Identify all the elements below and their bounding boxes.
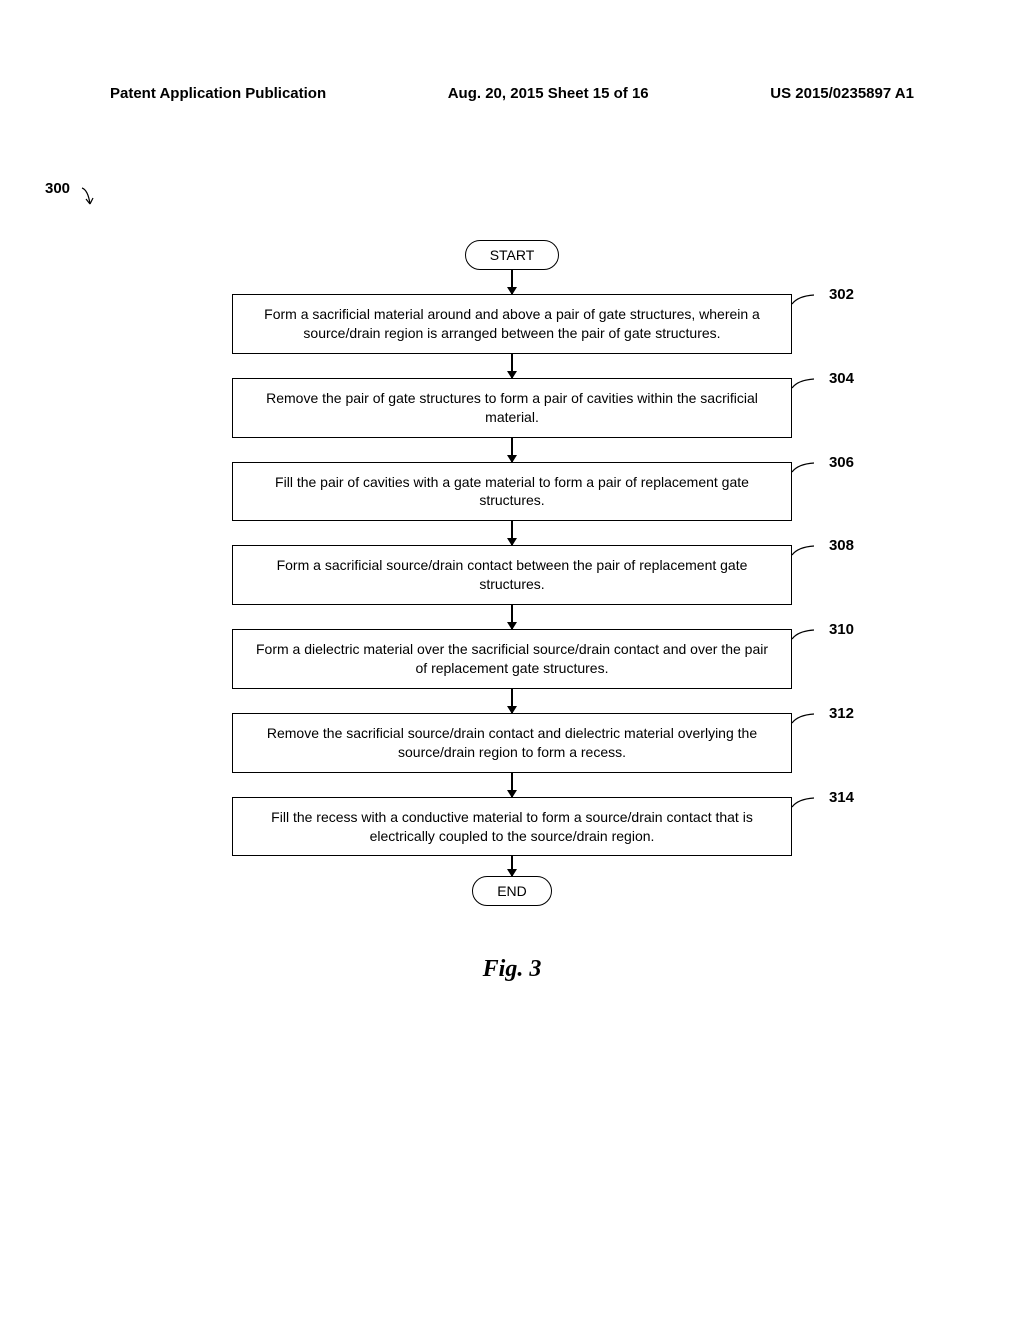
arrow-icon: [511, 773, 513, 797]
step-ref: 314: [829, 789, 854, 806]
arrow-icon: [511, 605, 513, 629]
step-ref: 308: [829, 537, 854, 554]
ref-curve-icon: [790, 627, 820, 642]
step-314-wrapper: Fill the recess with a conductive materi…: [232, 797, 792, 857]
figure-label: Fig. 3: [483, 956, 542, 983]
ref-curve-icon: [790, 795, 820, 810]
flowchart-ref-number: 300: [45, 180, 70, 197]
arrow-icon: [511, 270, 513, 294]
flowchart: 300 START Form a sacrificial material ar…: [0, 180, 1024, 983]
step-302-wrapper: Form a sacrificial material around and a…: [232, 294, 792, 354]
step-box: Remove the pair of gate structures to fo…: [232, 378, 792, 438]
header-left: Patent Application Publication: [110, 85, 326, 102]
page-header: Patent Application Publication Aug. 20, …: [0, 85, 1024, 102]
arrow-icon: [511, 689, 513, 713]
ref-curve-icon: [790, 292, 820, 307]
step-304-wrapper: Remove the pair of gate structures to fo…: [232, 378, 792, 438]
arrow-icon: [511, 521, 513, 545]
step-ref: 302: [829, 286, 854, 303]
ref-300-arrow-icon: [80, 186, 100, 211]
step-box: Form a dielectric material over the sacr…: [232, 629, 792, 689]
ref-curve-icon: [790, 460, 820, 475]
step-306-wrapper: Fill the pair of cavities with a gate ma…: [232, 462, 792, 522]
step-box: Remove the sacrificial source/drain cont…: [232, 713, 792, 773]
step-ref: 306: [829, 454, 854, 471]
step-310-wrapper: Form a dielectric material over the sacr…: [232, 629, 792, 689]
step-box: Fill the recess with a conductive materi…: [232, 797, 792, 857]
ref-curve-icon: [790, 376, 820, 391]
arrow-icon: [511, 856, 513, 876]
arrow-icon: [511, 354, 513, 378]
step-308-wrapper: Form a sacrificial source/drain contact …: [232, 545, 792, 605]
start-terminal: START: [465, 240, 560, 270]
ref-curve-icon: [790, 711, 820, 726]
chart-area: START Form a sacrificial material around…: [110, 240, 914, 983]
ref-curve-icon: [790, 543, 820, 558]
step-box: Fill the pair of cavities with a gate ma…: [232, 462, 792, 522]
step-312-wrapper: Remove the sacrificial source/drain cont…: [232, 713, 792, 773]
step-ref: 310: [829, 621, 854, 638]
end-terminal: END: [472, 876, 552, 906]
step-box: Form a sacrificial material around and a…: [232, 294, 792, 354]
header-center: Aug. 20, 2015 Sheet 15 of 16: [448, 85, 649, 102]
step-ref: 304: [829, 370, 854, 387]
arrow-icon: [511, 438, 513, 462]
step-box: Form a sacrificial source/drain contact …: [232, 545, 792, 605]
step-ref: 312: [829, 705, 854, 722]
header-right: US 2015/0235897 A1: [770, 85, 914, 102]
